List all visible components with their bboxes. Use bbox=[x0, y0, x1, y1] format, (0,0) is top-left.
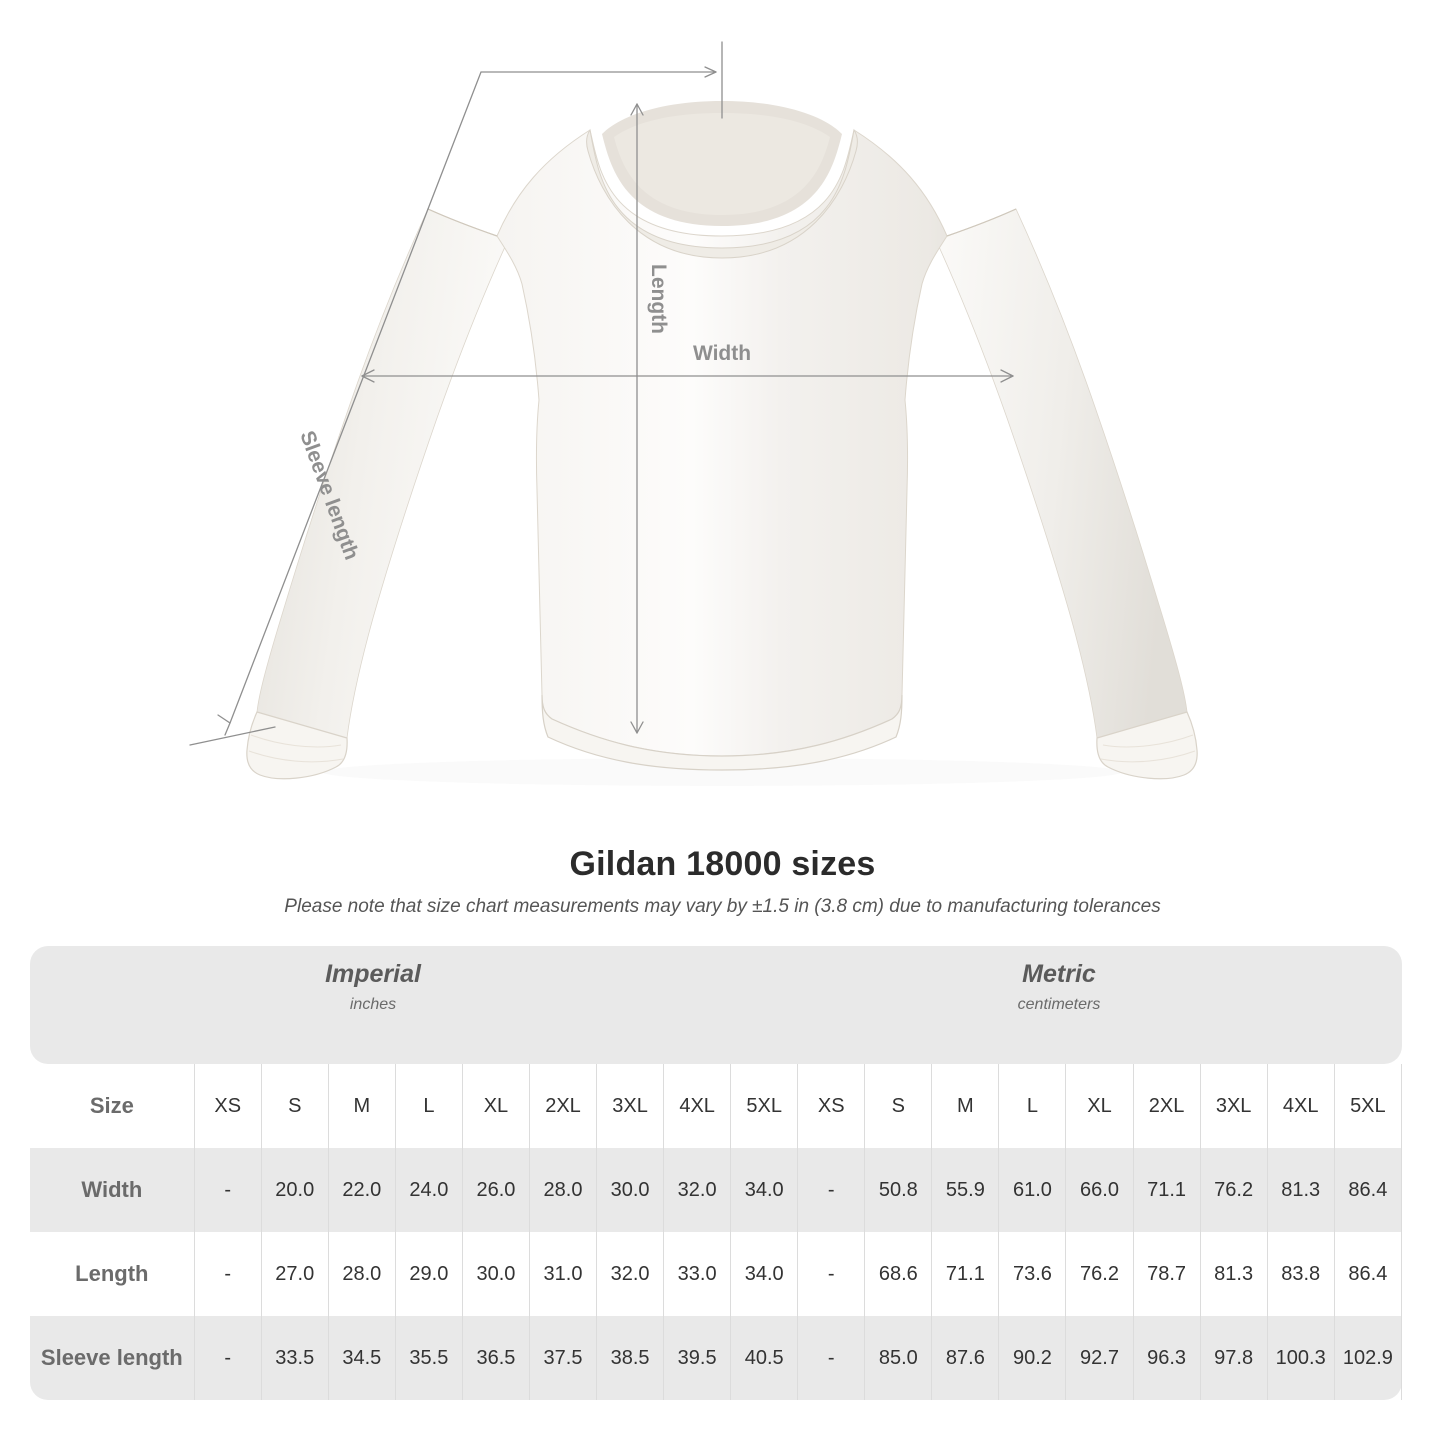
svg-text:Length: Length bbox=[647, 264, 670, 334]
svg-text:Width: Width bbox=[693, 342, 751, 365]
